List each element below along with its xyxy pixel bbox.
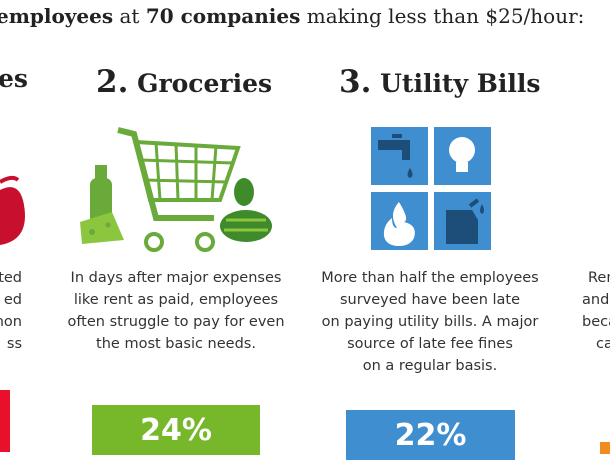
text-line: like rent as paid, employees: [73, 292, 279, 308]
text-line: the most basic needs.: [96, 336, 256, 352]
utility-icons: [371, 127, 491, 250]
text-line: source of late fee fines: [347, 336, 513, 352]
utility-text: More than half the employees surveyed ha…: [305, 267, 555, 377]
text-line: ss: [6, 336, 22, 352]
red-icon: [0, 187, 25, 245]
header-bold: employees: [0, 4, 114, 28]
right-text: Ren and beca ca: [582, 267, 610, 355]
heading-title: Groceries: [137, 69, 273, 98]
text-line: non: [0, 314, 22, 330]
heading-title: Utility Bills: [380, 69, 541, 98]
red-bar: [0, 390, 10, 452]
header-bold: 70 companies: [145, 4, 301, 28]
left-heading: es: [0, 64, 28, 93]
red-icon-stroke: [0, 175, 20, 184]
heading-number: 2.: [96, 64, 129, 100]
text-line: on paying utility bills. A major: [321, 314, 539, 330]
text-line: beca: [582, 314, 610, 330]
text-line: ted: [0, 270, 22, 286]
utility-bar: [346, 410, 515, 460]
text-line: on a regular basis.: [362, 358, 498, 374]
text-line: More than half the employees: [321, 270, 539, 286]
text-line: In days after major expenses: [70, 270, 282, 286]
text-line: ed: [3, 292, 22, 308]
groceries-bar: [92, 405, 260, 455]
text-line: Ren: [588, 270, 610, 286]
header-text: at: [113, 4, 146, 28]
groceries-stat: 24%: [140, 412, 212, 448]
header-text: making less than $25/hour:: [300, 4, 585, 28]
orange-bar: [600, 442, 610, 454]
heading-number: 3.: [339, 64, 372, 100]
utility-heading: 3. Utility Bills: [339, 64, 540, 100]
text-line: ca: [596, 336, 610, 352]
groceries-heading: 2. Groceries: [96, 64, 272, 100]
text-line: surveyed have been late: [339, 292, 521, 308]
groceries-text: In days after major expenses like rent a…: [56, 267, 296, 355]
left-text: ted ed non ss: [0, 267, 22, 355]
text-line: and: [582, 292, 610, 308]
grocery-icon: [80, 127, 272, 252]
text-line: often struggle to pay for even: [67, 314, 285, 330]
header: employees at 70 companies making less th…: [0, 4, 584, 28]
utility-stat: 22%: [394, 417, 467, 453]
